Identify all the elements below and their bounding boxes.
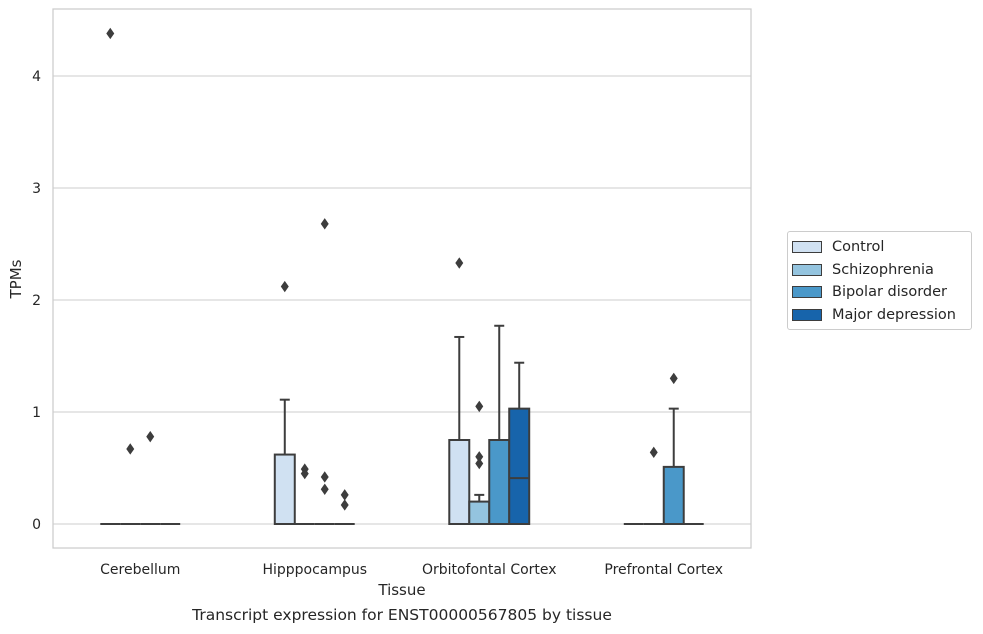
box-plot-series [100, 27, 704, 526]
box-3-1 [643, 446, 664, 525]
grid-lines [53, 75, 751, 525]
y-tick-labels: 0 1 2 3 4 [32, 69, 41, 533]
outlier-point [106, 27, 115, 40]
y-tick-label: 1 [32, 405, 41, 421]
y-tick-label: 4 [32, 69, 41, 85]
x-tick-label: Orbitofontal Cortex [422, 562, 557, 578]
box-body [508, 407, 531, 526]
chart-legend: Control Schizophrenia Bipolar disorder Majo… [787, 231, 972, 330]
legend-swatch [792, 286, 822, 299]
box-0-2 [140, 430, 161, 525]
plot-frame [52, 8, 752, 549]
box-body [488, 439, 511, 525]
box-1-0 [273, 280, 296, 525]
outlier-point [669, 372, 678, 385]
legend-item: Major depression [788, 304, 971, 327]
legend-item: Bipolar disorder [788, 281, 971, 304]
box-body [448, 439, 471, 525]
box-2-1 [468, 400, 491, 526]
box-body [273, 453, 296, 525]
box-1-3 [334, 489, 355, 525]
box-body [468, 500, 491, 526]
outlier-point [340, 499, 349, 511]
legend-swatch [792, 241, 822, 254]
box-1-2 [314, 218, 335, 525]
box-1-1 [294, 463, 315, 525]
y-axis-label: TPMs [7, 259, 25, 299]
outlier-point [320, 471, 329, 483]
x-tick-labels: Cerebellum Hipppocampus Orbitofontal Corte… [100, 562, 723, 578]
y-tick-label: 3 [32, 181, 41, 197]
outlier-point [126, 443, 135, 455]
x-tick-label: Hipppocampus [262, 562, 367, 578]
outlier-point [300, 467, 309, 480]
outlier-point [649, 446, 658, 459]
outlier-point [320, 218, 329, 230]
legend-swatch [792, 263, 822, 276]
x-tick-label: Prefrontal Cortex [604, 562, 723, 578]
outlier-point [280, 280, 289, 293]
outlier-point [475, 457, 484, 470]
box-0-0 [100, 27, 121, 525]
legend-label: Control [832, 239, 885, 256]
chart-caption: Transcript expression for ENST0000056780… [192, 606, 612, 624]
outlier-point [320, 483, 329, 495]
legend-item: Schizophrenia [788, 259, 971, 282]
x-axis-label: Tissue [377, 581, 425, 599]
box-2-3 [508, 361, 531, 526]
x-tick-label: Cerebellum [100, 562, 180, 578]
y-tick-label: 2 [32, 293, 41, 309]
legend-label: Bipolar disorder [832, 284, 947, 301]
box-body [662, 465, 685, 526]
box-2-2 [488, 324, 511, 525]
box-2-0 [448, 257, 471, 525]
legend-label: Schizophrenia [832, 261, 934, 278]
box-0-1 [120, 443, 141, 525]
legend-swatch [792, 308, 822, 321]
outlier-point [475, 400, 484, 413]
outlier-point [455, 257, 464, 269]
legend-item: Control [788, 236, 971, 259]
outlier-point [146, 430, 155, 443]
box-3-2 [662, 372, 685, 526]
legend-label: Major depression [832, 306, 956, 323]
outlier-point [340, 489, 349, 501]
y-tick-label: 0 [32, 517, 41, 533]
